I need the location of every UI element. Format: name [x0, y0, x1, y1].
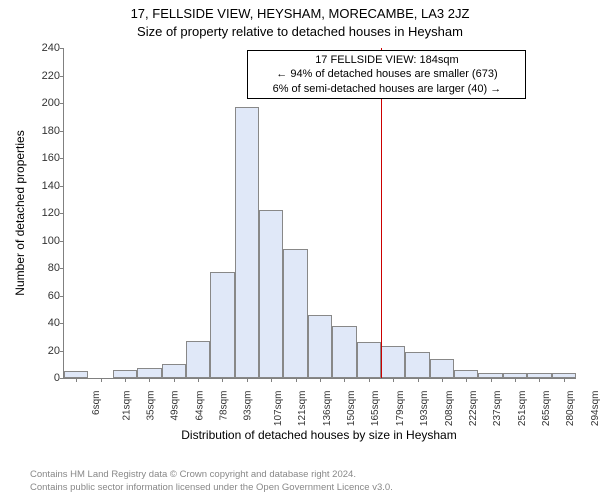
x-tick-label: 265sqm — [541, 391, 552, 427]
y-tick-mark — [60, 268, 64, 269]
y-tick-label: 160 — [30, 152, 60, 164]
histogram-bar — [332, 326, 356, 378]
y-tick-label: 60 — [30, 290, 60, 302]
x-tick-label: 280sqm — [566, 391, 577, 427]
footer: Contains HM Land Registry data © Crown c… — [30, 469, 393, 494]
x-tick-mark — [222, 378, 223, 382]
histogram-bar — [64, 371, 88, 378]
x-tick-label: 251sqm — [517, 391, 528, 427]
histogram-bar — [235, 107, 259, 378]
y-tick-label: 200 — [30, 97, 60, 109]
histogram-bar — [405, 352, 429, 378]
x-tick-mark — [418, 378, 419, 382]
x-tick-mark — [296, 378, 297, 382]
histogram-bar — [357, 342, 381, 378]
x-tick-mark — [271, 378, 272, 382]
x-tick-mark — [149, 378, 150, 382]
x-tick-label: 179sqm — [395, 391, 406, 427]
x-tick-label: 294sqm — [590, 391, 600, 427]
histogram-bar — [210, 272, 234, 378]
histogram-bar — [259, 210, 283, 378]
y-tick-label: 140 — [30, 180, 60, 192]
x-tick-mark — [344, 378, 345, 382]
y-tick-label: 0 — [30, 372, 60, 384]
x-tick-mark — [442, 378, 443, 382]
y-tick-label: 120 — [30, 207, 60, 219]
y-tick-mark — [60, 213, 64, 214]
y-tick-label: 220 — [30, 70, 60, 82]
x-tick-mark — [369, 378, 370, 382]
y-tick-mark — [60, 351, 64, 352]
y-tick-label: 180 — [30, 125, 60, 137]
y-axis-label: Number of detached properties — [13, 123, 27, 303]
x-tick-mark — [320, 378, 321, 382]
y-tick-label: 100 — [30, 235, 60, 247]
x-tick-label: 121sqm — [297, 391, 308, 427]
x-tick-label: 136sqm — [322, 391, 333, 427]
histogram-bar — [308, 315, 332, 378]
x-tick-label: 165sqm — [370, 391, 381, 427]
y-tick-mark — [60, 241, 64, 242]
histogram-bar — [381, 346, 405, 378]
x-tick-label: 237sqm — [492, 391, 503, 427]
x-tick-label: 93sqm — [243, 391, 254, 421]
x-tick-label: 6sqm — [91, 391, 102, 415]
x-tick-mark — [515, 378, 516, 382]
x-tick-mark — [247, 378, 248, 382]
x-tick-mark — [491, 378, 492, 382]
x-tick-label: 107sqm — [273, 391, 284, 427]
y-tick-mark — [60, 76, 64, 77]
x-tick-label: 49sqm — [170, 391, 181, 421]
x-tick-mark — [564, 378, 565, 382]
x-axis-label: Distribution of detached houses by size … — [63, 428, 575, 442]
footer-line-2: Contains public sector information licen… — [30, 482, 393, 494]
histogram-bar — [283, 249, 307, 378]
x-tick-mark — [198, 378, 199, 382]
annotation-line-1: 17 FELLSIDE VIEW: 184sqm — [254, 53, 519, 67]
y-tick-mark — [60, 186, 64, 187]
x-tick-mark — [539, 378, 540, 382]
x-tick-label: 21sqm — [121, 391, 132, 421]
x-tick-label: 35sqm — [145, 391, 156, 421]
x-tick-mark — [125, 378, 126, 382]
y-tick-mark — [60, 131, 64, 132]
x-tick-mark — [76, 378, 77, 382]
y-tick-label: 40 — [30, 317, 60, 329]
x-tick-label: 222sqm — [468, 391, 479, 427]
x-tick-label: 64sqm — [194, 391, 205, 421]
annotation-line-3: 6% of semi-detached houses are larger (4… — [254, 82, 519, 96]
histogram-bar — [186, 341, 210, 378]
x-tick-label: 78sqm — [219, 391, 230, 421]
y-tick-label: 240 — [30, 42, 60, 54]
y-tick-mark — [60, 158, 64, 159]
x-tick-mark — [466, 378, 467, 382]
x-tick-mark — [101, 378, 102, 382]
x-tick-mark — [393, 378, 394, 382]
footer-line-1: Contains HM Land Registry data © Crown c… — [30, 469, 393, 481]
chart-subtitle: Size of property relative to detached ho… — [0, 24, 600, 39]
x-tick-label: 208sqm — [444, 391, 455, 427]
histogram-bar — [454, 370, 478, 378]
chart-title: 17, FELLSIDE VIEW, HEYSHAM, MORECAMBE, L… — [0, 6, 600, 21]
x-tick-label: 193sqm — [419, 391, 430, 427]
y-tick-mark — [60, 296, 64, 297]
histogram-bar — [162, 364, 186, 378]
histogram-bar — [430, 359, 454, 378]
y-tick-mark — [60, 378, 64, 379]
y-tick-mark — [60, 48, 64, 49]
y-tick-mark — [60, 323, 64, 324]
histogram-bar — [113, 370, 137, 378]
histogram-bar — [137, 368, 161, 378]
x-tick-mark — [174, 378, 175, 382]
x-tick-label: 150sqm — [346, 391, 357, 427]
y-tick-mark — [60, 103, 64, 104]
y-tick-label: 20 — [30, 345, 60, 357]
annotation-line-2: ← 94% of detached houses are smaller (67… — [254, 67, 519, 81]
y-tick-label: 80 — [30, 262, 60, 274]
marker-annotation: 17 FELLSIDE VIEW: 184sqm ← 94% of detach… — [247, 50, 526, 99]
